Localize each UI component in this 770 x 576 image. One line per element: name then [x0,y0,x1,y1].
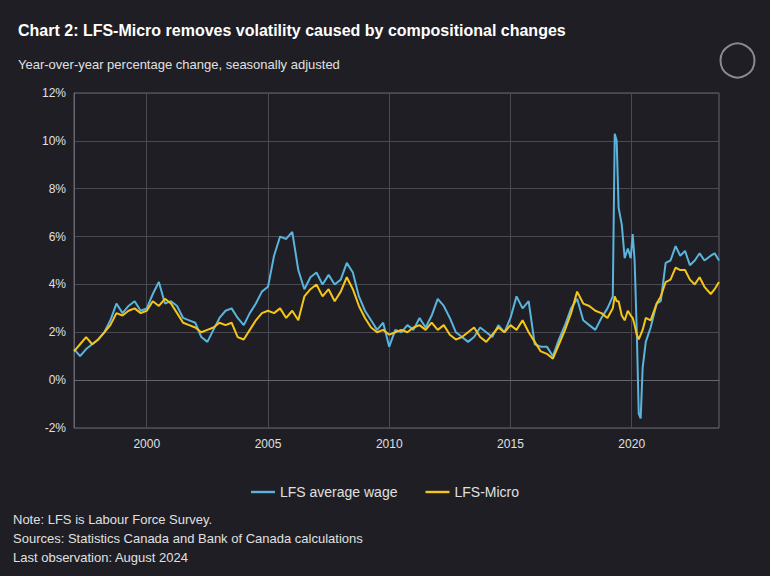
svg-text:4%: 4% [49,277,67,291]
svg-text:LFS average wage: LFS average wage [280,484,398,500]
svg-text:2010: 2010 [376,437,403,451]
svg-text:LFS-Micro: LFS-Micro [454,484,519,500]
svg-text:2000: 2000 [133,437,160,451]
svg-text:0%: 0% [49,373,67,387]
svg-text:Sources: Statistics Canada and: Sources: Statistics Canada and Bank of C… [13,531,363,546]
svg-text:2%: 2% [49,325,67,339]
svg-text:-2%: -2% [45,421,67,435]
svg-text:Chart 2: LFS-Micro removes vol: Chart 2: LFS-Micro removes volatility ca… [18,22,566,39]
svg-text:2020: 2020 [618,437,645,451]
svg-text:Note: LFS is Labour Force Surv: Note: LFS is Labour Force Survey. [13,512,212,527]
svg-text:6%: 6% [49,230,67,244]
svg-text:10%: 10% [42,134,66,148]
svg-text:8%: 8% [49,182,67,196]
svg-text:12%: 12% [42,86,66,100]
svg-text:2015: 2015 [497,437,524,451]
svg-text:Last observation: August 2024: Last observation: August 2024 [13,550,188,565]
svg-text:Year-over-year percentage chan: Year-over-year percentage change, season… [18,57,340,72]
svg-text:2005: 2005 [255,437,282,451]
